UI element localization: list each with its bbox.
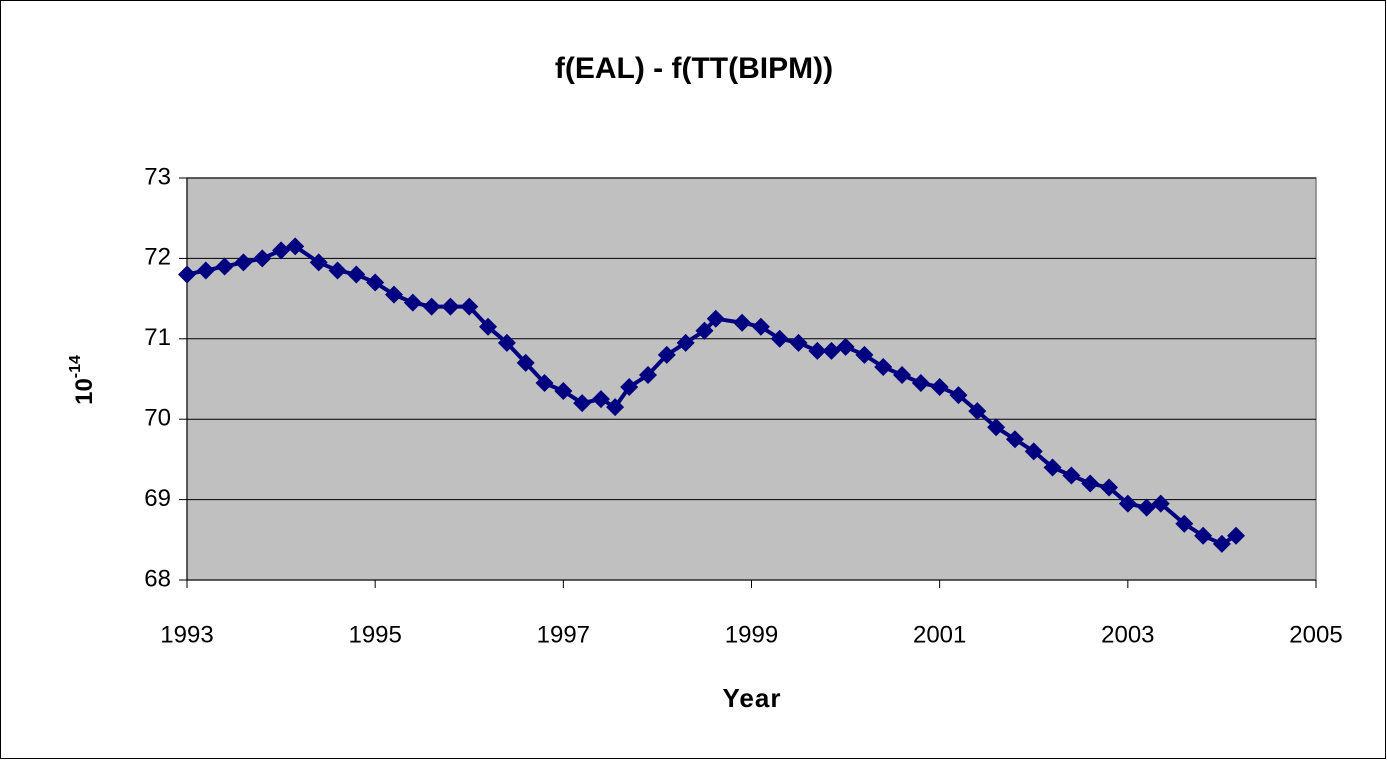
- data-point: [366, 273, 385, 292]
- x-tick-label: 2001: [913, 621, 966, 648]
- data-point: [893, 365, 912, 384]
- data-point: [874, 357, 893, 376]
- data-point: [968, 402, 987, 421]
- data-point: [1137, 498, 1156, 517]
- data-point: [822, 341, 841, 360]
- data-point: [1212, 534, 1231, 553]
- data-point: [234, 253, 253, 272]
- plot-area: [186, 177, 1317, 581]
- data-point: [516, 353, 535, 372]
- y-tick-label: 73: [144, 163, 171, 190]
- x-tick-label: 1993: [160, 621, 213, 648]
- data-point: [1227, 526, 1246, 545]
- data-point: [911, 374, 930, 393]
- data-point: [422, 297, 441, 316]
- y-label-exponent: -14: [67, 355, 84, 378]
- data-point: [1062, 466, 1081, 485]
- data-point: [836, 337, 855, 356]
- data-point: [460, 297, 479, 316]
- data-point: [328, 261, 347, 280]
- data-point: [215, 257, 234, 276]
- x-tick-label: 1999: [725, 621, 778, 648]
- data-point: [441, 297, 460, 316]
- data-point: [535, 374, 554, 393]
- data-point: [808, 341, 827, 360]
- data-point: [384, 285, 403, 304]
- x-tick-label: 2003: [1101, 621, 1154, 648]
- data-point: [789, 333, 808, 352]
- data-point: [695, 321, 714, 340]
- data-point: [309, 253, 328, 272]
- data-point: [347, 265, 366, 284]
- data-point: [606, 398, 625, 417]
- data-point: [253, 249, 272, 268]
- data-point: [1081, 474, 1100, 493]
- y-axis-label: 10-14: [67, 355, 98, 405]
- data-point: [573, 394, 592, 413]
- data-point: [1118, 494, 1137, 513]
- data-point: [196, 261, 215, 280]
- data-point: [1024, 442, 1043, 461]
- data-point: [554, 382, 573, 401]
- data-point: [1005, 430, 1024, 449]
- data-point: [751, 317, 770, 336]
- y-tick-label: 68: [144, 565, 171, 592]
- data-point: [949, 386, 968, 405]
- data-point: [657, 345, 676, 364]
- data-point: [706, 309, 725, 328]
- data-point: [272, 241, 291, 260]
- y-label-base: 10: [71, 378, 98, 405]
- data-point: [770, 329, 789, 348]
- data-point: [733, 313, 752, 332]
- y-tick-label: 70: [144, 405, 171, 432]
- data-point: [1100, 478, 1119, 497]
- data-point: [639, 365, 658, 384]
- x-tick-label: 1995: [348, 621, 401, 648]
- data-point: [1043, 458, 1062, 477]
- data-point: [1175, 514, 1194, 533]
- x-tick-label: 1997: [537, 621, 590, 648]
- data-point: [987, 418, 1006, 437]
- data-point: [676, 333, 695, 352]
- data-point: [286, 237, 305, 256]
- y-tick-label: 71: [144, 324, 171, 351]
- data-point: [1151, 494, 1170, 513]
- y-tick-label: 72: [144, 244, 171, 271]
- x-axis-label: Year: [723, 683, 782, 713]
- data-point: [178, 265, 196, 284]
- data-point: [403, 293, 422, 312]
- data-point: [479, 317, 498, 336]
- chart-title: f(EAL) - f(TT(BIPM)): [555, 52, 833, 85]
- x-tick-label: 2005: [1289, 621, 1342, 648]
- series-line: [186, 244, 1238, 547]
- data-point: [1194, 526, 1213, 545]
- y-tick-label: 69: [144, 485, 171, 512]
- data-point: [497, 333, 516, 352]
- data-point: [930, 378, 949, 397]
- data-point: [591, 390, 610, 409]
- data-point: [855, 345, 874, 364]
- data-point: [620, 378, 639, 397]
